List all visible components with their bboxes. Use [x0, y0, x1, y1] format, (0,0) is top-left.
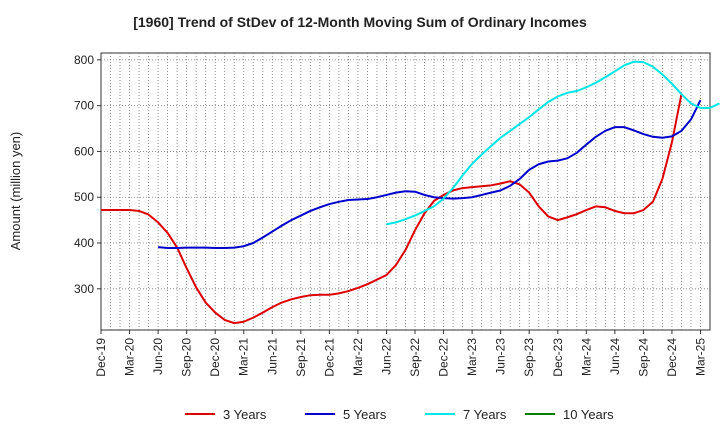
series-line-3-years: [101, 94, 683, 325]
series-line-7-years: [386, 60, 720, 226]
x-tick-label: Jun-23: [494, 338, 508, 375]
series-layer: [101, 60, 720, 325]
x-tick-label: Dec-22: [437, 338, 451, 377]
x-tick-label: Sep-20: [180, 338, 194, 377]
x-axis: Dec-19 Mar-20 Jun-20 Sep-20 Dec-20 Mar-21 Jun-…: [94, 330, 707, 377]
x-tick-label: Jun-24: [608, 338, 622, 375]
legend-label: 3 Years: [223, 407, 267, 422]
y-tick-label: 700: [74, 99, 94, 113]
y-axis-title: Amount (million yen): [8, 132, 23, 251]
x-tick-label: Sep-24: [636, 338, 650, 377]
y-tick-label: 300: [74, 282, 94, 296]
x-tick-label: Dec-24: [665, 338, 679, 377]
y-axis: 300 400 500 600 700 800: [74, 53, 101, 296]
x-tick-label: Dec-21: [322, 338, 336, 377]
grid-layer: [101, 53, 710, 330]
x-tick-label: Mar-23: [465, 338, 479, 376]
x-tick-label: Jun-22: [379, 338, 393, 375]
legend: 3 Years 5 Years 7 Years 10 Years: [185, 407, 614, 422]
y-tick-label: 400: [74, 236, 94, 250]
y-tick-label: 500: [74, 190, 94, 204]
x-tick-label: Sep-23: [522, 338, 536, 377]
legend-label: 5 Years: [343, 407, 387, 422]
x-tick-label: Dec-20: [208, 338, 222, 377]
x-tick-label: Dec-23: [551, 338, 565, 377]
x-tick-label: Sep-21: [294, 338, 308, 377]
x-tick-label: Mar-25: [693, 338, 707, 376]
x-tick-label: Dec-19: [94, 338, 108, 377]
chart-title: [1960] Trend of StDev of 12-Month Moving…: [133, 14, 587, 30]
x-tick-label: Mar-21: [237, 338, 251, 376]
legend-label: 7 Years: [463, 407, 507, 422]
series-line-5-years: [157, 99, 702, 250]
y-tick-label: 800: [74, 53, 94, 67]
x-tick-label: Jun-21: [265, 338, 279, 375]
x-tick-label: Mar-22: [351, 338, 365, 376]
x-tick-label: Mar-24: [579, 338, 593, 376]
legend-label: 10 Years: [563, 407, 614, 422]
x-tick-label: Sep-22: [408, 338, 422, 377]
x-tick-label: Jun-20: [151, 338, 165, 375]
y-tick-label: 600: [74, 144, 94, 158]
x-tick-label: Mar-20: [123, 338, 137, 376]
